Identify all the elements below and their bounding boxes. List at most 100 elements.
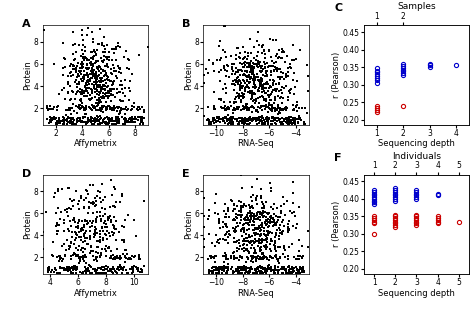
Point xyxy=(264,72,271,77)
Point xyxy=(247,65,255,70)
Point xyxy=(244,61,252,66)
Point xyxy=(94,66,102,71)
Point xyxy=(64,121,71,126)
Point xyxy=(43,209,50,214)
Point xyxy=(280,85,287,90)
Point xyxy=(75,254,83,259)
Point xyxy=(246,250,253,255)
Point xyxy=(260,255,267,261)
Point xyxy=(234,270,242,275)
Point xyxy=(219,237,227,242)
Point xyxy=(113,255,120,261)
Point xyxy=(205,214,212,219)
Point xyxy=(256,248,264,253)
Point xyxy=(84,116,92,121)
Point xyxy=(136,121,143,126)
Point xyxy=(54,119,61,124)
Point xyxy=(267,70,274,75)
Point xyxy=(222,54,230,59)
Point xyxy=(82,111,90,116)
Point xyxy=(283,117,291,122)
Point xyxy=(262,69,269,74)
Point xyxy=(291,118,298,123)
Point xyxy=(238,116,246,121)
Point xyxy=(244,119,252,124)
Point xyxy=(89,266,97,271)
Point xyxy=(247,258,255,263)
Point xyxy=(61,208,69,213)
Point xyxy=(105,55,113,60)
Point xyxy=(96,229,103,234)
Point xyxy=(210,68,218,73)
Point xyxy=(247,74,255,79)
Point xyxy=(96,253,104,258)
Point xyxy=(81,258,88,263)
Point xyxy=(72,66,80,71)
Point xyxy=(81,236,89,241)
Point xyxy=(243,118,251,123)
Point xyxy=(296,256,303,261)
Point xyxy=(287,119,295,124)
Point xyxy=(247,265,255,270)
Point xyxy=(283,71,290,76)
Point xyxy=(237,266,244,271)
Point xyxy=(222,108,229,113)
Point xyxy=(82,261,90,266)
Point xyxy=(240,230,247,235)
Point xyxy=(125,116,133,121)
Point xyxy=(125,213,132,218)
Point xyxy=(265,230,273,235)
Point xyxy=(258,270,266,275)
Point xyxy=(219,117,227,122)
Point xyxy=(97,100,105,105)
Point xyxy=(260,214,267,219)
Point xyxy=(123,117,130,123)
Point xyxy=(106,121,113,126)
Point xyxy=(262,254,269,259)
Point xyxy=(91,227,99,232)
Point xyxy=(290,268,297,273)
Point xyxy=(276,223,284,228)
Point xyxy=(91,266,99,272)
Point xyxy=(54,186,62,192)
Point xyxy=(138,117,146,122)
Point xyxy=(263,271,270,276)
Point xyxy=(249,84,257,89)
Point xyxy=(231,97,238,102)
Point xyxy=(107,71,114,76)
Point xyxy=(269,216,276,221)
Point xyxy=(226,232,234,238)
Point xyxy=(97,86,105,91)
Point xyxy=(248,203,255,209)
Point xyxy=(76,87,83,92)
Point xyxy=(251,98,258,103)
Point xyxy=(246,85,253,90)
Point xyxy=(288,266,296,271)
Point xyxy=(246,107,253,112)
Point xyxy=(297,117,305,122)
Point xyxy=(101,87,109,92)
Point xyxy=(284,230,292,235)
Point xyxy=(275,89,283,94)
Point xyxy=(77,229,84,234)
Point xyxy=(238,116,246,121)
Point xyxy=(254,118,262,123)
Point xyxy=(72,92,80,97)
Point xyxy=(65,116,73,121)
Point xyxy=(261,96,268,101)
Point xyxy=(278,100,286,105)
Point xyxy=(209,118,217,123)
Point xyxy=(292,104,300,109)
Point xyxy=(78,118,85,123)
Point xyxy=(129,267,137,272)
Point xyxy=(118,98,125,103)
Point xyxy=(245,122,252,127)
Point xyxy=(110,226,118,231)
Point xyxy=(76,116,83,121)
Point xyxy=(247,69,255,74)
Point xyxy=(276,80,283,85)
Point xyxy=(263,266,271,271)
Point xyxy=(251,61,258,66)
Point xyxy=(249,76,256,81)
Point xyxy=(98,77,105,82)
